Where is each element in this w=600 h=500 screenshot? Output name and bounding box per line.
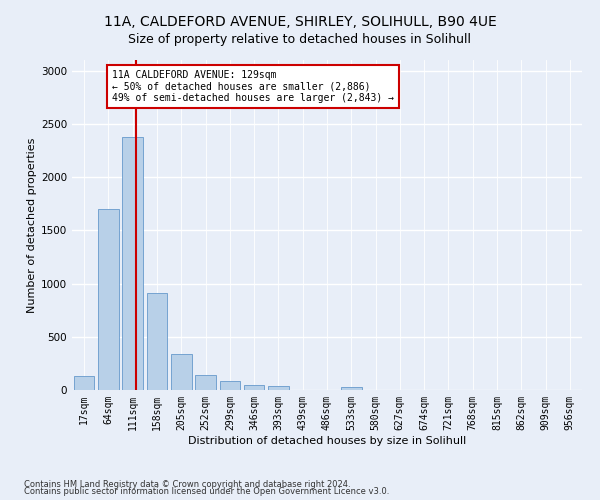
Bar [146, 293, 167, 390]
Bar [341, 387, 362, 390]
Text: 11A, CALDEFORD AVENUE, SHIRLEY, SOLIHULL, B90 4UE: 11A, CALDEFORD AVENUE, SHIRLEY, SOLIHULL… [104, 15, 496, 29]
Text: Contains public sector information licensed under the Open Government Licence v3: Contains public sector information licen… [24, 488, 389, 496]
Bar [220, 382, 240, 390]
Bar [171, 354, 191, 390]
Bar [195, 374, 216, 390]
Text: 11A CALDEFORD AVENUE: 129sqm
← 50% of detached houses are smaller (2,886)
49% of: 11A CALDEFORD AVENUE: 129sqm ← 50% of de… [112, 70, 394, 103]
X-axis label: Distribution of detached houses by size in Solihull: Distribution of detached houses by size … [188, 436, 466, 446]
Bar [268, 386, 289, 390]
Text: Size of property relative to detached houses in Solihull: Size of property relative to detached ho… [128, 32, 472, 46]
Bar [122, 136, 143, 390]
Bar [74, 376, 94, 390]
Bar [244, 384, 265, 390]
Bar [98, 209, 119, 390]
Text: Contains HM Land Registry data © Crown copyright and database right 2024.: Contains HM Land Registry data © Crown c… [24, 480, 350, 489]
Y-axis label: Number of detached properties: Number of detached properties [27, 138, 37, 312]
